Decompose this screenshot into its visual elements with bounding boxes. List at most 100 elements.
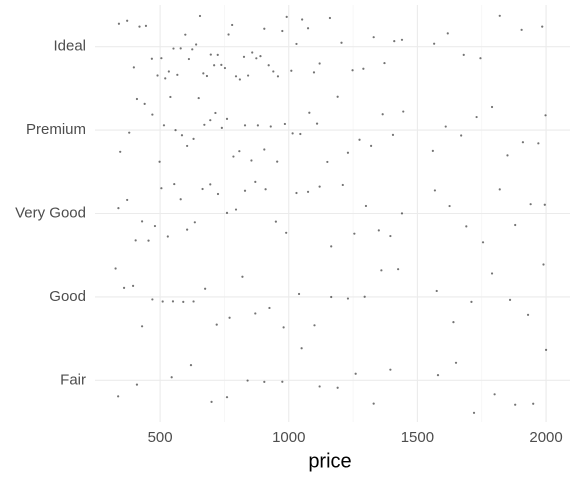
point [223,66,227,70]
point [291,132,294,135]
point [448,204,451,208]
point [269,125,272,128]
point [364,204,368,208]
point [156,74,159,77]
point [180,134,184,137]
point [299,132,302,136]
point [176,73,179,76]
point [135,383,139,386]
point [472,411,476,414]
point [140,325,144,328]
point [203,123,206,126]
point [187,57,191,61]
y-tick-label: Ideal [53,38,86,55]
point [318,185,321,188]
point [234,75,238,78]
x-axis-label: price [308,450,351,472]
point [391,133,395,136]
point [238,150,241,153]
point [544,114,547,117]
point [227,33,230,36]
point [313,324,316,327]
point [521,141,525,144]
point [166,235,169,238]
point [508,298,512,301]
point [161,300,164,303]
point [315,122,319,125]
point [479,57,482,60]
point [201,187,204,191]
point [225,117,229,121]
point [397,268,400,271]
point [369,144,373,147]
point [126,198,129,202]
point [268,306,271,310]
point [444,125,447,128]
point [276,160,279,163]
point [225,211,229,214]
point [358,138,361,141]
point [250,159,253,162]
point [143,102,146,105]
point [264,188,267,191]
point [377,229,380,232]
point [202,72,205,75]
point [186,144,189,148]
point [362,67,365,70]
point [318,62,321,65]
point [151,113,154,116]
point [210,400,213,403]
point [490,272,494,275]
point [189,364,193,367]
point [340,41,343,44]
point [173,182,176,186]
point [213,64,216,67]
point [281,29,284,33]
point [171,300,175,303]
point [263,380,266,383]
point [282,326,285,329]
point [256,124,259,127]
point [506,154,509,157]
point [204,287,207,290]
point [493,393,496,396]
point [498,188,501,191]
point [114,267,117,270]
point [433,189,437,192]
point [328,16,332,20]
point [431,149,434,152]
point [255,57,258,60]
point [117,207,120,210]
point [220,63,223,66]
point [172,47,175,50]
point [259,55,262,58]
point [228,316,231,319]
point [251,51,254,54]
point [435,289,438,293]
point [537,142,540,145]
point [308,111,311,114]
point [381,113,384,116]
point [380,269,383,272]
point [326,160,329,164]
point [520,28,523,31]
point [532,402,535,405]
point [164,77,167,80]
point [301,18,304,21]
point [186,228,189,231]
point [452,321,455,324]
point [490,105,494,109]
point [209,183,212,186]
point [216,192,220,196]
point [216,53,219,56]
point [263,148,266,151]
point [274,220,277,223]
x-tick-label: 1000 [272,429,305,446]
point [318,385,321,388]
point [346,151,350,154]
point [465,225,468,228]
point [150,57,153,60]
point [162,124,166,127]
point [184,33,187,36]
point [135,97,139,101]
